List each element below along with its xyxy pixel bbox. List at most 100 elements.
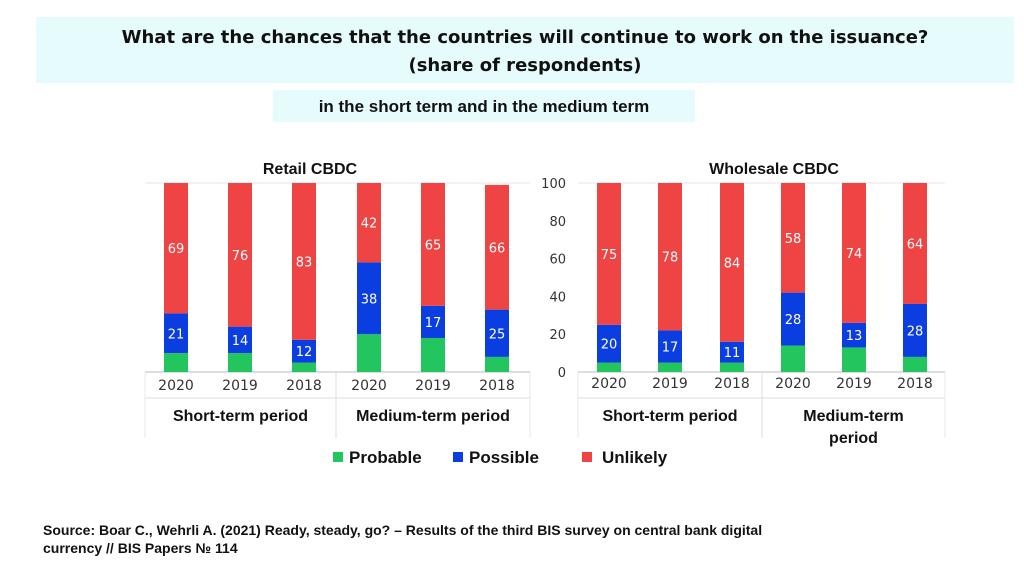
group-label: Short-term period	[173, 408, 308, 425]
x-tick-label: 2018	[479, 378, 515, 394]
y-tick-label: 0	[558, 366, 566, 381]
data-label-unlikely: 42	[361, 217, 378, 232]
bar-unlikely	[781, 183, 805, 293]
bar-possible	[228, 326, 252, 354]
data-label-unlikely: 58	[785, 232, 802, 247]
x-tick-label: 2019	[652, 376, 688, 392]
bar-unlikely	[421, 183, 445, 306]
bar-possible	[781, 292, 805, 346]
subtitle-banner: in the short term and in the medium term	[273, 90, 695, 122]
source-note: Source: Boar C., Wehrli A. (2021) Ready,…	[43, 521, 973, 557]
data-label-unlikely: 78	[662, 251, 679, 266]
data-label-unlikely: 65	[425, 238, 442, 253]
bar-unlikely	[842, 183, 866, 323]
chart-title-subline: (share of respondents)	[408, 55, 642, 76]
bar-unlikely	[228, 183, 252, 327]
group-label: Medium-term period	[356, 408, 510, 425]
bar-possible	[292, 339, 316, 363]
bar-unlikely	[292, 183, 316, 340]
legend-label-unlikely: Unlikely	[602, 448, 668, 467]
bar-possible	[658, 330, 682, 363]
x-tick-label: 2019	[415, 378, 451, 394]
data-label-unlikely: 66	[489, 241, 506, 256]
y-tick-label: 60	[549, 253, 566, 268]
data-label-possible: 28	[907, 324, 924, 339]
chart-title: What are the chances that the countries …	[121, 27, 929, 48]
data-label-unlikely: 84	[724, 256, 741, 271]
bar-possible	[421, 305, 445, 338]
data-label-unlikely: 83	[296, 255, 313, 270]
legend-item-probable: Probable	[333, 448, 422, 468]
data-label-possible: 38	[361, 292, 378, 307]
source-line-2: currency // BIS Papers № 114	[43, 540, 238, 556]
data-label-possible: 12	[296, 345, 313, 360]
bar-possible	[357, 262, 381, 335]
data-label-possible: 17	[425, 316, 442, 331]
bar-probable	[357, 334, 381, 372]
y-tick-label: 80	[549, 215, 566, 230]
legend-swatch-unlikely	[582, 452, 592, 462]
data-label-unlikely: 64	[907, 237, 924, 252]
chart-panel-wholesale: 0 20 40 60 80 100 Wholesale CBDC 20 75 2020 17 78 20…	[541, 161, 946, 447]
bar-unlikely	[164, 183, 188, 314]
group-label: Medium-term period	[803, 408, 903, 447]
legend-item-unlikely: Unlikely	[582, 448, 667, 468]
bar-probable	[720, 362, 744, 372]
bar-probable	[597, 362, 621, 372]
bar-probable	[485, 356, 509, 372]
x-tick-label: 2019	[836, 376, 872, 392]
x-tick-label: 2020	[591, 376, 627, 392]
data-label-possible: 25	[489, 327, 506, 342]
chart-subtitle: in the short term and in the medium term	[318, 97, 650, 116]
x-tick-label: 2019	[222, 378, 258, 394]
panel-title: Wholesale CBDC	[709, 161, 839, 178]
x-tick-label: 2020	[158, 378, 194, 394]
chart-panel-retail: Retail CBDC 21 69 2020 14 76 2019 12 83 2018 38 42 2…	[144, 161, 531, 438]
bar-possible	[485, 309, 509, 357]
bar-probable	[421, 337, 445, 372]
bar-possible	[164, 313, 188, 354]
legend-item-possible: Possible	[453, 448, 539, 468]
data-label-unlikely: 74	[846, 247, 863, 262]
group-label-line: period	[829, 430, 878, 447]
bar-probable	[903, 356, 927, 372]
bar-unlikely	[485, 184, 509, 310]
x-tick-label: 2020	[351, 378, 387, 394]
bar-possible	[597, 324, 621, 363]
bar-probable	[781, 345, 805, 372]
data-label-unlikely: 69	[168, 242, 185, 257]
bar-probable	[842, 347, 866, 372]
x-tick-label: 2018	[897, 376, 933, 392]
bar-probable	[292, 362, 316, 372]
bar-unlikely	[597, 183, 621, 325]
group-label-line: Medium-term	[803, 408, 903, 425]
y-tick-label: 40	[549, 290, 566, 305]
data-label-possible: 21	[168, 327, 185, 342]
data-label-possible: 17	[662, 340, 679, 355]
bar-possible	[842, 322, 866, 348]
panel-title: Retail CBDC	[263, 161, 358, 178]
bar-possible	[720, 341, 744, 363]
data-label-possible: 14	[232, 334, 249, 349]
x-tick-label: 2018	[286, 378, 322, 394]
legend-label-probable: Probable	[349, 448, 422, 467]
x-tick-label: 2018	[714, 376, 750, 392]
y-tick-label: 20	[549, 328, 566, 343]
bar-unlikely	[357, 183, 381, 263]
data-label-unlikely: 76	[232, 249, 249, 264]
data-label-possible: 11	[724, 346, 741, 361]
source-line-1: Source: Boar C., Wehrli A. (2021) Ready,…	[43, 522, 763, 538]
data-label-possible: 20	[601, 338, 618, 353]
group-label: Short-term period	[602, 408, 737, 425]
data-label-possible: 28	[785, 313, 802, 328]
bar-unlikely	[903, 183, 927, 304]
x-tick-label: 2020	[775, 376, 811, 392]
title-banner: What are the chances that the countries …	[36, 17, 1014, 83]
y-tick-label: 100	[541, 177, 566, 192]
bar-probable	[228, 353, 252, 372]
bar-unlikely	[658, 183, 682, 331]
data-label-possible: 13	[846, 329, 863, 344]
legend-swatch-probable	[333, 452, 343, 462]
bar-possible	[903, 303, 927, 357]
